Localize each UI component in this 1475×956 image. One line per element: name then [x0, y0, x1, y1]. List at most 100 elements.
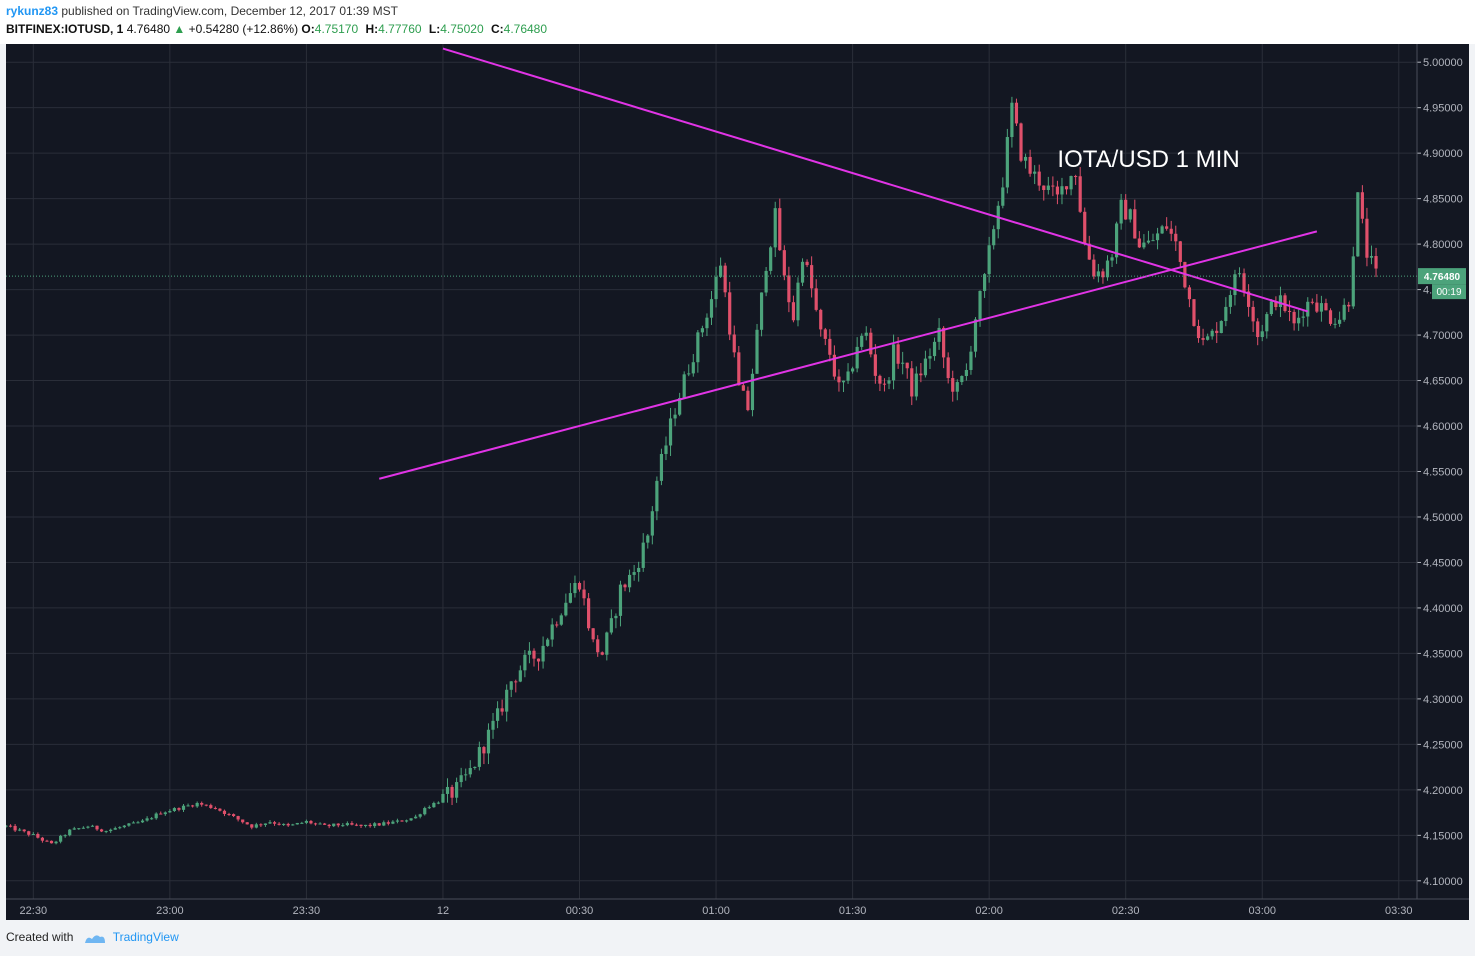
- candle-body: [54, 841, 58, 844]
- candle-body: [891, 344, 896, 381]
- candle-body: [992, 229, 996, 246]
- candle-body: [1328, 310, 1333, 324]
- candle-body: [163, 812, 167, 815]
- candle-body: [473, 766, 477, 768]
- candle-body: [860, 335, 864, 347]
- candle-body: [1074, 176, 1078, 178]
- price-change: +0.54280 (+12.86%): [188, 22, 299, 36]
- candle-body: [336, 823, 340, 826]
- candle-body: [955, 382, 959, 392]
- candle-body: [1110, 257, 1114, 261]
- candle-body: [486, 729, 491, 754]
- candle-body: [568, 593, 572, 603]
- candle-body: [1260, 331, 1264, 338]
- candle-body: [122, 825, 126, 828]
- candle-body: [1374, 256, 1378, 269]
- candle-body: [414, 816, 418, 819]
- author-link[interactable]: rykunz83: [6, 4, 59, 18]
- candlestick-chart[interactable]: 4.10000 4.15000 4.20000 4.25000 4.30000 4.350…: [4, 44, 1469, 920]
- candle-body: [441, 793, 445, 803]
- high-label: H:: [365, 22, 379, 36]
- candle-body: [805, 261, 809, 266]
- candle-body: [623, 584, 627, 588]
- candle-body: [728, 292, 732, 335]
- candle-body: [1315, 302, 1319, 312]
- candle-body: [323, 823, 327, 825]
- candle-body: [764, 270, 768, 293]
- candle-body: [1228, 295, 1232, 307]
- candle-body: [159, 813, 163, 815]
- publish-info: rykunz83 published on TradingView.com, D…: [6, 4, 398, 18]
- candle-body: [1287, 310, 1292, 312]
- candle-body: [95, 825, 99, 830]
- candle-body: [641, 542, 645, 568]
- candle-body: [1251, 306, 1255, 322]
- candle-body: [18, 829, 22, 831]
- candle-body: [386, 822, 390, 824]
- chart-area[interactable]: 4.10000 4.15000 4.20000 4.25000 4.30000 4.350…: [4, 44, 1469, 920]
- candle-body: [45, 840, 49, 842]
- open-label: O:: [301, 22, 315, 36]
- candle-body: [1333, 323, 1337, 325]
- candle-body: [127, 823, 131, 826]
- candle-body: [696, 332, 700, 363]
- candle-body: [732, 334, 736, 353]
- candle-body: [723, 265, 727, 293]
- candle-body: [869, 332, 873, 355]
- y-tick-label: 4.40000: [1423, 603, 1463, 615]
- candle-body: [1319, 303, 1324, 312]
- candle-body: [282, 823, 286, 825]
- candle-body: [495, 708, 500, 721]
- tradingview-link[interactable]: TradingView: [112, 930, 179, 944]
- y-tick-label: 4.60000: [1423, 421, 1463, 433]
- candle-body: [800, 261, 805, 283]
- y-tick-label: 4.70000: [1423, 330, 1463, 342]
- candle-body: [482, 747, 486, 754]
- candle-body: [564, 602, 568, 616]
- candle-body: [523, 654, 527, 671]
- x-tick-label: 02:30: [1112, 905, 1140, 917]
- candle-body: [118, 827, 122, 829]
- candle-body: [231, 814, 236, 817]
- symbol-label[interactable]: BITFINEX:IOTUSD, 1: [6, 22, 124, 36]
- candle-body: [755, 329, 759, 374]
- candle-body: [1219, 321, 1223, 334]
- candle-body: [951, 378, 955, 392]
- candle-body: [746, 390, 750, 411]
- candle-body: [186, 805, 190, 807]
- candle-body: [168, 811, 172, 813]
- candle-body: [200, 802, 204, 805]
- candle-body: [254, 824, 258, 828]
- candle-body: [887, 380, 891, 384]
- candle-body: [1028, 156, 1032, 174]
- candle-body: [295, 822, 299, 825]
- candle-body: [1237, 273, 1242, 275]
- candle-body: [596, 639, 600, 653]
- candle-body: [1196, 325, 1201, 339]
- candle-body: [1033, 171, 1037, 174]
- candle-body: [150, 818, 154, 820]
- open-value: 4.75170: [314, 22, 359, 36]
- candle-body: [477, 747, 481, 767]
- created-with-text: Created with: [6, 930, 74, 944]
- ohlc-legend: BITFINEX:IOTUSD, 1 4.76480 ▲ +0.54280 (+…: [6, 22, 551, 36]
- candle-body: [1292, 311, 1296, 324]
- candle-body: [973, 319, 978, 352]
- candle-body: [81, 827, 85, 829]
- candle-body: [964, 369, 968, 377]
- candle-body: [769, 247, 773, 271]
- candle-body: [632, 572, 636, 575]
- candle-body: [828, 338, 832, 355]
- candle-body: [332, 823, 336, 827]
- candle-body: [673, 414, 677, 419]
- candle-body: [627, 574, 632, 588]
- candle-body: [678, 397, 682, 415]
- y-tick-label: 4.25000: [1423, 739, 1463, 751]
- candle-body: [1360, 192, 1364, 219]
- candle-body: [468, 767, 472, 775]
- candle-body: [932, 341, 937, 357]
- candle-body: [145, 818, 149, 821]
- candle-body: [209, 805, 213, 808]
- candle-body: [814, 288, 818, 310]
- candle-body: [1060, 186, 1064, 195]
